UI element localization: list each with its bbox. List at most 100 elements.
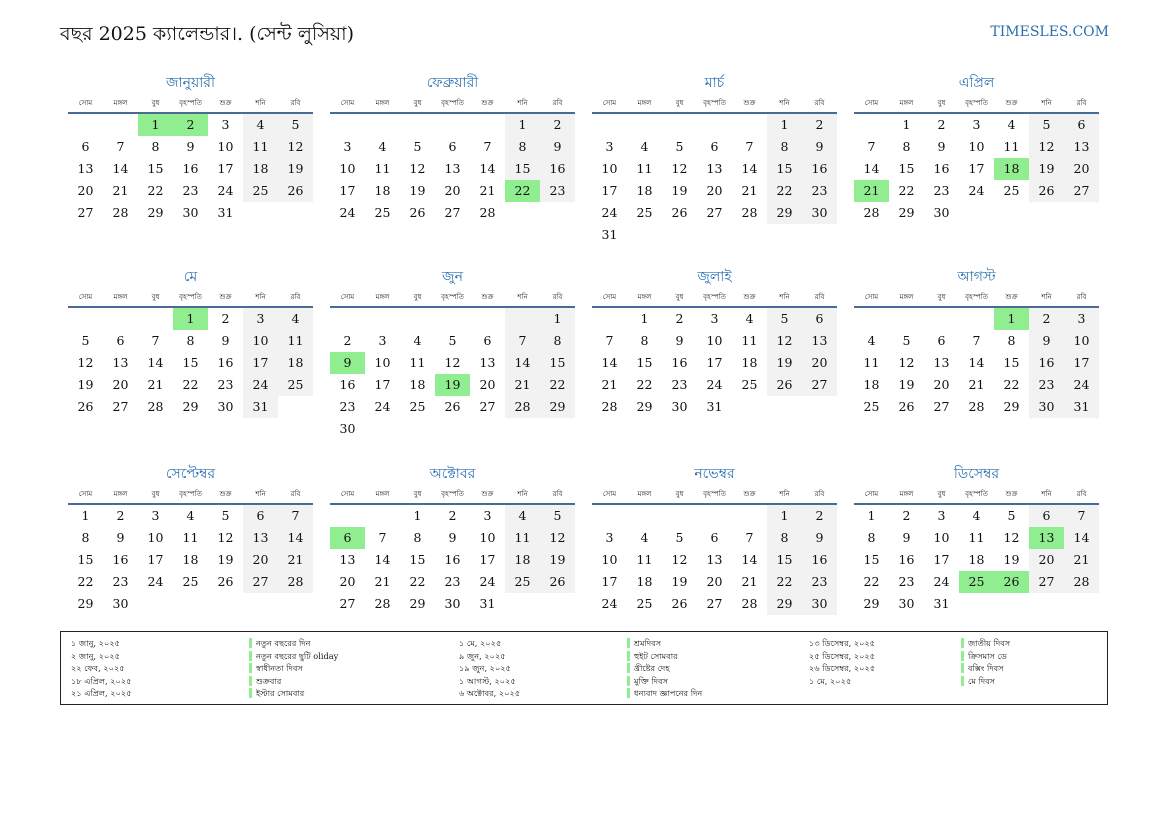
day-cell: 25 — [636, 205, 653, 220]
weekday-header: সোম মঙ্গল বুধ বৃহস্পতি শুক্র শনি রবি — [68, 94, 313, 112]
day-cell: 23 — [540, 180, 575, 202]
day-cell: 27 — [706, 596, 723, 611]
day-cell: 15 — [767, 158, 802, 180]
weekday-label: বুধ — [151, 490, 160, 498]
weekday-label: বুধ — [151, 293, 160, 301]
month-block: মার্চ সোম মঙ্গল বুধ বৃহস্পতি শুক্র শনি রবি 1 2 3 4 5… — [592, 72, 837, 246]
day-cell: 29 — [898, 205, 915, 220]
day-cell: 13 — [444, 161, 461, 176]
day-cell: 8 — [81, 530, 90, 545]
weekday-label: রবি — [290, 293, 301, 301]
site-link[interactable]: TIMESLES.COM — [990, 24, 1109, 40]
day-cell: 17 — [601, 183, 618, 198]
day-cell: 7 — [972, 333, 981, 348]
legend-row: মুক্তি দিবস — [627, 675, 702, 688]
day-cell: 24 — [601, 596, 618, 611]
holiday-day-cell: 25 — [959, 571, 994, 593]
weekday-label: শুক্র — [219, 99, 232, 107]
day-cell: 25 — [243, 180, 278, 202]
day-cell: 23 — [182, 183, 199, 198]
day-cell: 8 — [505, 136, 540, 158]
day-cell: 3 — [605, 139, 614, 154]
day-cell: 24 — [933, 574, 950, 589]
day-cell: 24 — [147, 574, 164, 589]
weekday-label: রবি — [1076, 293, 1087, 301]
day-cell: 2 — [343, 333, 352, 348]
day-cell: 22 — [863, 574, 880, 589]
weekday-label: রবি — [814, 293, 825, 301]
month-block: এপ্রিল সোম মঙ্গল বুধ বৃহস্পতি শুক্র শনি রবি 1 2 3 4… — [854, 72, 1099, 224]
day-cell: 28 — [374, 596, 391, 611]
day-cell: 10 — [243, 330, 278, 352]
day-cell: 17 — [243, 352, 278, 374]
holiday-day-cell: 19 — [435, 374, 470, 396]
day-cell: 20 — [802, 352, 837, 374]
day-cell: 29 — [182, 399, 199, 414]
day-cell: 18 — [278, 352, 313, 374]
legend-row: শুক্রবার — [249, 675, 338, 688]
day-cell: 16 — [933, 161, 950, 176]
weekday-label: শনি — [779, 490, 790, 498]
empty-cell — [592, 114, 627, 136]
day-cell: 17 — [479, 552, 496, 567]
weekday-label: বৃহস্পতি — [965, 99, 988, 107]
month-name: ফেব্রুয়ারী — [426, 75, 479, 91]
legend-date: ১ জানু, ২০২৫ — [71, 638, 120, 648]
day-cell: 28 — [278, 571, 313, 593]
day-cell: 9 — [1029, 330, 1064, 352]
weekday-label: বুধ — [937, 293, 946, 301]
day-cell: 13 — [112, 355, 129, 370]
weekday-label: মঙ্গল — [899, 293, 914, 301]
day-cell: 13 — [243, 527, 278, 549]
day-cell: 21 — [968, 377, 985, 392]
header-rule — [592, 306, 837, 308]
day-cell: 22 — [636, 377, 653, 392]
legend-holiday-name: স্বাধীনতা দিবস — [249, 663, 303, 674]
day-cell: 18 — [409, 377, 426, 392]
day-cell: 9 — [116, 530, 125, 545]
day-cell: 7 — [505, 330, 540, 352]
weekday-label: শনি — [255, 490, 266, 498]
weekday-header: সোম মঙ্গল বুধ বৃহস্পতি শুক্র শনি রবি — [68, 485, 313, 503]
empty-cell — [365, 114, 400, 136]
day-cell: 14 — [863, 161, 880, 176]
day-cell: 14 — [479, 161, 496, 176]
weekday-label: মঙ্গল — [637, 99, 652, 107]
day-cell: 2 — [221, 311, 230, 326]
legend-date: ১৮ এপ্রিল, ২০২৫ — [71, 675, 132, 686]
day-cell: 21 — [278, 549, 313, 571]
legend-date-column: ১ জানু, ২০২৫ ২ জানু, ২০২৫ ২২ ফেব, ২০২৫ ১৮ এ… — [71, 637, 132, 700]
day-cell: 4 — [378, 139, 387, 154]
day-grid: 1 2 3 4 5 6 7 8 9 10 11 12 13 14 15 16 17 18 19 20 21 22 23 24 2… — [68, 308, 313, 418]
legend-date: ২১ এপ্রিল, ২০২৫ — [71, 688, 132, 699]
weekday-label: বৃহস্পতি — [179, 490, 202, 498]
day-cell: 2 — [675, 311, 684, 326]
day-cell: 11 — [182, 530, 199, 545]
day-cell: 26 — [671, 205, 688, 220]
day-cell: 6 — [802, 308, 837, 330]
day-cell: 21 — [112, 183, 129, 198]
day-cell: 13 — [1064, 136, 1099, 158]
weekday-label: শুক্র — [1005, 99, 1018, 107]
legend-holiday-name: হুইট সোমবার — [627, 650, 678, 661]
day-cell: 25 — [505, 571, 540, 593]
day-cell: 8 — [1007, 333, 1016, 348]
legend-row: স্বাধীনতা দিবস — [249, 662, 338, 675]
day-cell: 3 — [378, 333, 387, 348]
weekday-label: মঙ্গল — [899, 490, 914, 498]
weekday-label: রবি — [290, 490, 301, 498]
day-cell: 9 — [221, 333, 230, 348]
month-block: অক্টোবর সোম মঙ্গল বুধ বৃহস্পতি শুক্র শনি রবি 1 2 3… — [330, 463, 575, 615]
weekday-label: বুধ — [937, 490, 946, 498]
day-cell: 16 — [339, 377, 356, 392]
empty-cell — [103, 308, 138, 330]
day-cell: 22 — [767, 180, 802, 202]
empty-cell — [435, 308, 470, 330]
weekday-label: মঙ্গল — [113, 293, 128, 301]
day-cell: 5 — [81, 333, 90, 348]
day-cell: 9 — [675, 333, 684, 348]
day-cell: 8 — [902, 139, 911, 154]
empty-cell — [592, 308, 627, 330]
legend-row: শ্রমদিবস — [627, 637, 702, 650]
day-cell: 14 — [505, 352, 540, 374]
